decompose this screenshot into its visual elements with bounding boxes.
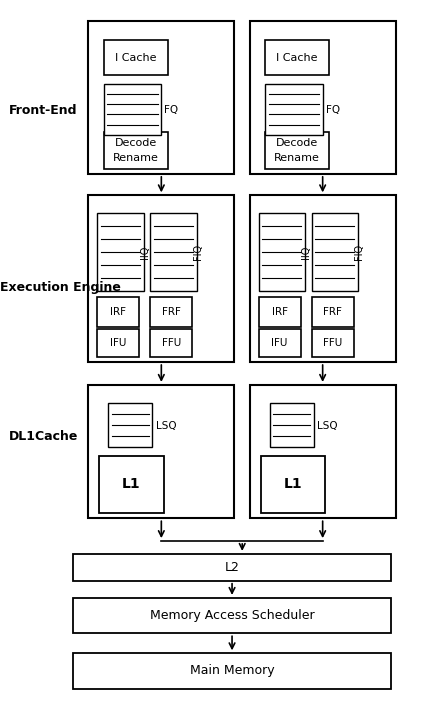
Text: IFU: IFU bbox=[271, 338, 288, 348]
FancyBboxPatch shape bbox=[259, 213, 305, 291]
Text: Memory Access Scheduler: Memory Access Scheduler bbox=[150, 609, 314, 622]
Text: Rename: Rename bbox=[113, 153, 159, 163]
FancyBboxPatch shape bbox=[104, 132, 168, 169]
FancyBboxPatch shape bbox=[97, 297, 139, 327]
Text: Front-End: Front-End bbox=[9, 104, 77, 116]
Text: Execution Engine: Execution Engine bbox=[0, 281, 121, 294]
FancyBboxPatch shape bbox=[108, 403, 152, 447]
Text: Main Memory: Main Memory bbox=[190, 665, 274, 677]
FancyBboxPatch shape bbox=[150, 213, 197, 291]
FancyBboxPatch shape bbox=[250, 195, 396, 362]
Text: FRF: FRF bbox=[323, 307, 342, 317]
Text: L1: L1 bbox=[283, 477, 302, 491]
Text: FIQ: FIQ bbox=[193, 244, 203, 260]
Text: Decode: Decode bbox=[115, 138, 157, 148]
Text: FFU: FFU bbox=[162, 338, 181, 348]
FancyBboxPatch shape bbox=[270, 403, 314, 447]
FancyBboxPatch shape bbox=[73, 554, 391, 581]
FancyBboxPatch shape bbox=[88, 21, 234, 174]
Text: I Cache: I Cache bbox=[277, 53, 318, 62]
FancyBboxPatch shape bbox=[265, 84, 323, 135]
FancyBboxPatch shape bbox=[312, 213, 358, 291]
FancyBboxPatch shape bbox=[104, 84, 161, 135]
FancyBboxPatch shape bbox=[97, 329, 139, 357]
Text: IRF: IRF bbox=[271, 307, 288, 317]
FancyBboxPatch shape bbox=[88, 385, 234, 518]
FancyBboxPatch shape bbox=[265, 132, 329, 169]
Text: DL1Cache: DL1Cache bbox=[9, 430, 78, 443]
FancyBboxPatch shape bbox=[265, 40, 329, 75]
Text: FQ: FQ bbox=[326, 105, 340, 115]
FancyBboxPatch shape bbox=[97, 213, 144, 291]
FancyBboxPatch shape bbox=[250, 385, 396, 518]
FancyBboxPatch shape bbox=[150, 329, 192, 357]
Text: FIQ: FIQ bbox=[354, 244, 364, 260]
FancyBboxPatch shape bbox=[73, 598, 391, 633]
FancyBboxPatch shape bbox=[312, 329, 354, 357]
Text: LSQ: LSQ bbox=[156, 421, 176, 431]
Text: IIQ: IIQ bbox=[140, 246, 150, 258]
Text: Decode: Decode bbox=[276, 138, 318, 148]
FancyBboxPatch shape bbox=[261, 456, 325, 513]
Text: FRF: FRF bbox=[162, 307, 181, 317]
Text: L1: L1 bbox=[122, 477, 141, 491]
Text: Rename: Rename bbox=[274, 153, 320, 163]
FancyBboxPatch shape bbox=[250, 21, 396, 174]
Text: I Cache: I Cache bbox=[115, 53, 156, 62]
Text: L2: L2 bbox=[225, 561, 240, 574]
Text: FFU: FFU bbox=[323, 338, 342, 348]
Text: IFU: IFU bbox=[110, 338, 126, 348]
Text: FQ: FQ bbox=[164, 105, 179, 115]
Text: IIQ: IIQ bbox=[301, 246, 311, 258]
FancyBboxPatch shape bbox=[88, 195, 234, 362]
FancyBboxPatch shape bbox=[259, 297, 301, 327]
FancyBboxPatch shape bbox=[99, 456, 164, 513]
FancyBboxPatch shape bbox=[73, 653, 391, 689]
Text: LSQ: LSQ bbox=[317, 421, 338, 431]
Text: IRF: IRF bbox=[110, 307, 126, 317]
FancyBboxPatch shape bbox=[104, 40, 168, 75]
FancyBboxPatch shape bbox=[150, 297, 192, 327]
FancyBboxPatch shape bbox=[312, 297, 354, 327]
FancyBboxPatch shape bbox=[259, 329, 301, 357]
